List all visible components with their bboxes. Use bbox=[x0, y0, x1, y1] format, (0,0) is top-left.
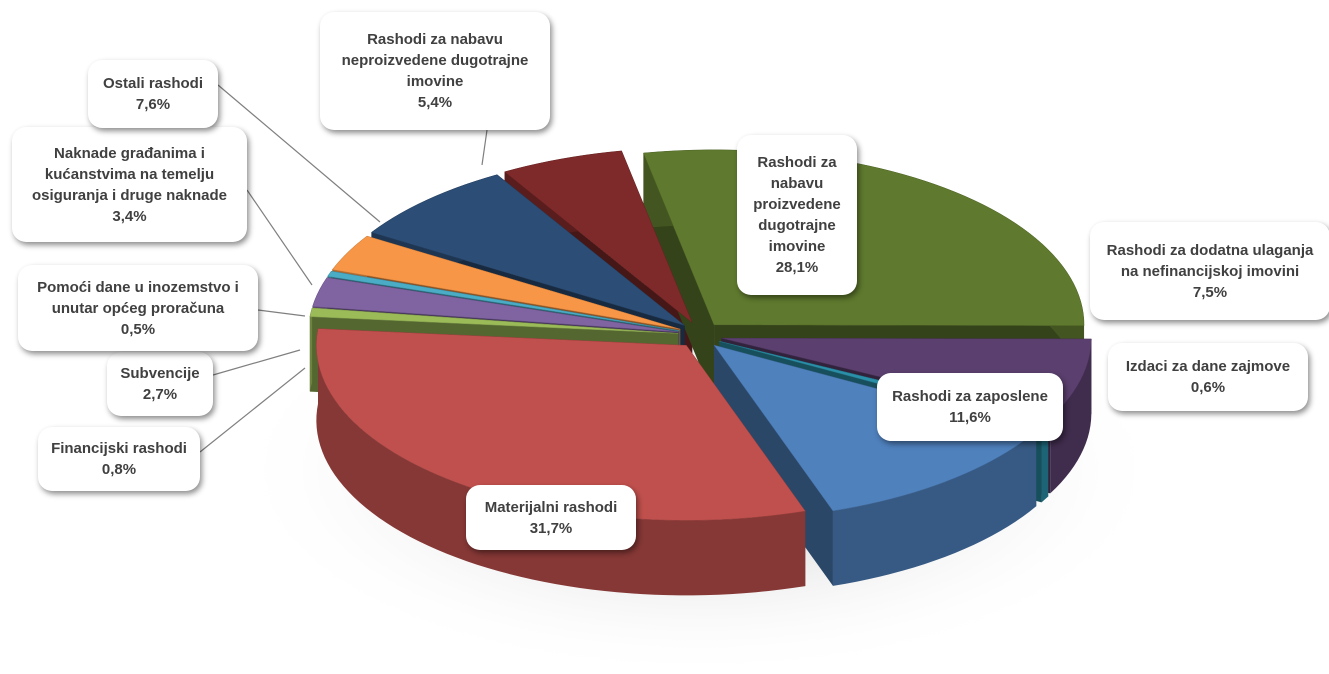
data-label: Rashodi za nabavu neproizvedene dugotraj… bbox=[320, 12, 550, 130]
slice bbox=[309, 307, 679, 334]
slice bbox=[312, 277, 679, 333]
slice-side bbox=[1041, 421, 1049, 503]
label-name: Rashodi za nabavu proizvedene dugotrajne… bbox=[753, 154, 841, 255]
label-value: 7,6% bbox=[135, 96, 171, 113]
data-label: Rashodi za dodatna ulaganja na nefinanci… bbox=[1090, 222, 1329, 320]
slice-side bbox=[309, 307, 313, 392]
data-label: Ostali rashodi 7,6% bbox=[88, 60, 218, 128]
label-name: Materijalni rashodi bbox=[484, 498, 618, 516]
label-value: 28,1% bbox=[775, 259, 819, 276]
data-label: Financijski rashodi 0,8% bbox=[38, 427, 200, 491]
label-name: Rashodi za dodatna ulaganja na nefinanci… bbox=[1106, 241, 1314, 280]
label-value: 5,4% bbox=[417, 94, 453, 111]
leader-line bbox=[257, 309, 306, 317]
data-label: Subvencije 2,7% bbox=[107, 352, 213, 416]
data-label: Rashodi za zaposlene 11,6% bbox=[877, 373, 1063, 441]
label-value: 2,7% bbox=[142, 386, 178, 403]
label-value: 0,5% bbox=[120, 320, 156, 338]
slice-side bbox=[316, 328, 806, 596]
label-name: Rashodi za nabavu neproizvedene dugotraj… bbox=[341, 31, 529, 90]
data-label: Materijalni rashodi 31,7% bbox=[466, 485, 636, 550]
label-value: 0,6% bbox=[1190, 379, 1226, 396]
slice bbox=[331, 235, 681, 330]
leader-line bbox=[217, 84, 381, 223]
data-label: Rashodi za nabavu proizvedene dugotrajne… bbox=[737, 135, 857, 295]
label-value: 31,7% bbox=[529, 519, 573, 537]
label-name: Naknade građanima i kućanstvima na temel… bbox=[31, 144, 228, 204]
slice bbox=[370, 174, 685, 326]
slice bbox=[316, 328, 806, 521]
label-name: Subvencije bbox=[120, 365, 200, 382]
slice bbox=[643, 149, 1085, 326]
label-name: Financijski rashodi bbox=[51, 440, 187, 457]
data-label: Pomoći dane u inozemstvo i unutar općeg … bbox=[18, 265, 258, 351]
label-name: Pomoći dane u inozemstvo i unutar općeg … bbox=[37, 278, 239, 317]
leader-line bbox=[246, 189, 313, 286]
slice bbox=[713, 344, 1037, 512]
data-label: Naknade građanima i kućanstvima na temel… bbox=[12, 127, 247, 242]
leader-line bbox=[481, 129, 488, 166]
slice-side bbox=[1050, 338, 1092, 494]
label-name: Ostali rashodi bbox=[102, 75, 204, 92]
data-label: Izdaci za dane zajmove 0,6% bbox=[1108, 343, 1308, 411]
slice-side bbox=[832, 431, 1037, 586]
label-value: 11,6% bbox=[949, 409, 991, 426]
label-name: Rashodi za zaposlene bbox=[892, 388, 1048, 405]
label-value: 0,8% bbox=[101, 461, 137, 478]
leader-line bbox=[199, 367, 306, 453]
slice bbox=[504, 150, 693, 323]
label-value: 7,5% bbox=[1192, 283, 1228, 301]
label-name: Izdaci za dane zajmove bbox=[1125, 358, 1291, 375]
slice bbox=[327, 270, 680, 331]
label-value: 3,4% bbox=[112, 207, 147, 225]
leader-line bbox=[212, 349, 301, 376]
